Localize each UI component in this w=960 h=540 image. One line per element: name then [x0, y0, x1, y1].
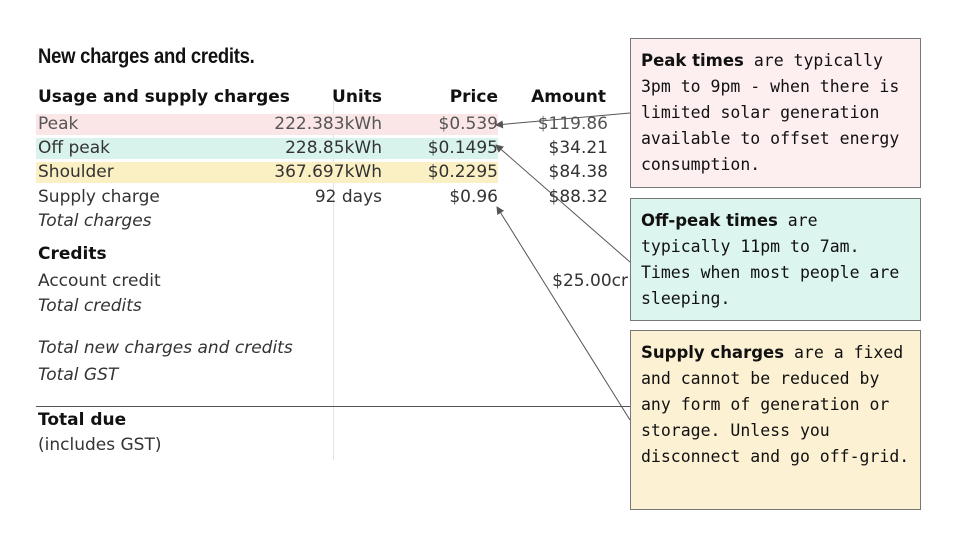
offpeak-label: Off peak — [38, 138, 111, 158]
offpeak-callout-text: are typically 11pm to 7am. Times when mo… — [641, 211, 900, 308]
peak-callout-text: are typically 3pm to 9pm - when there is… — [641, 51, 900, 174]
supply-label: Supply charge — [38, 187, 160, 207]
offpeak-arrow — [495, 144, 631, 263]
supply-charges-callout: Supply charges are a fixed and cannot be… — [630, 330, 921, 510]
header-price: Price — [449, 87, 498, 107]
peak-row-highlight — [36, 114, 498, 135]
total-charges-label: Total charges — [38, 211, 152, 231]
supply-callout-text: are a fixed and cannot be reduced by any… — [641, 343, 910, 466]
credits-heading: Credits — [38, 244, 107, 264]
supply-units: 92 days — [314, 187, 382, 207]
supply-callout-heading: Supply charges — [641, 343, 785, 362]
peak-callout-heading: Peak times — [641, 51, 744, 70]
peak-amount: $119.86 — [537, 114, 608, 134]
page-title: New charges and credits. — [38, 45, 255, 68]
peak-times-callout: Peak times are typically 3pm to 9pm - wh… — [630, 38, 921, 188]
offpeak-times-callout: Off-peak times are typically 11pm to 7am… — [630, 198, 921, 321]
supply-amount: $88.32 — [548, 187, 608, 207]
total-divider — [36, 406, 630, 407]
header-units: Units — [332, 87, 382, 107]
offpeak-amount: $34.21 — [548, 138, 608, 158]
total-gst-label: Total GST — [38, 365, 119, 385]
account-credit-amount: $25.00cr — [552, 271, 628, 291]
shoulder-label: Shoulder — [38, 162, 114, 182]
offpeak-row-highlight — [36, 138, 498, 159]
offpeak-units: 228.85kWh — [285, 138, 382, 158]
shoulder-amount: $84.38 — [548, 162, 608, 182]
peak-units: 222.383kWh — [274, 114, 382, 134]
total-credits-label: Total credits — [38, 296, 142, 316]
shoulder-units: 367.697kWh — [274, 162, 382, 182]
peak-arrow — [495, 112, 631, 129]
column-divider — [333, 100, 334, 460]
peak-label: Peak — [38, 114, 79, 134]
account-credit-label: Account credit — [38, 271, 161, 291]
supply-price: $0.96 — [449, 187, 498, 207]
shoulder-price: $0.2295 — [427, 162, 498, 182]
supply-arrow — [496, 206, 631, 421]
shoulder-row-highlight — [36, 162, 498, 183]
total-new-charges-label: Total new charges and credits — [38, 338, 293, 358]
total-due-label: Total due — [38, 410, 127, 430]
offpeak-price: $0.1495 — [427, 138, 498, 158]
includes-gst-note: (includes GST) — [38, 435, 162, 455]
offpeak-callout-heading: Off-peak times — [641, 211, 778, 230]
peak-price: $0.539 — [438, 114, 498, 134]
header-amount: Amount — [531, 87, 606, 107]
header-description: Usage and supply charges — [38, 87, 290, 107]
